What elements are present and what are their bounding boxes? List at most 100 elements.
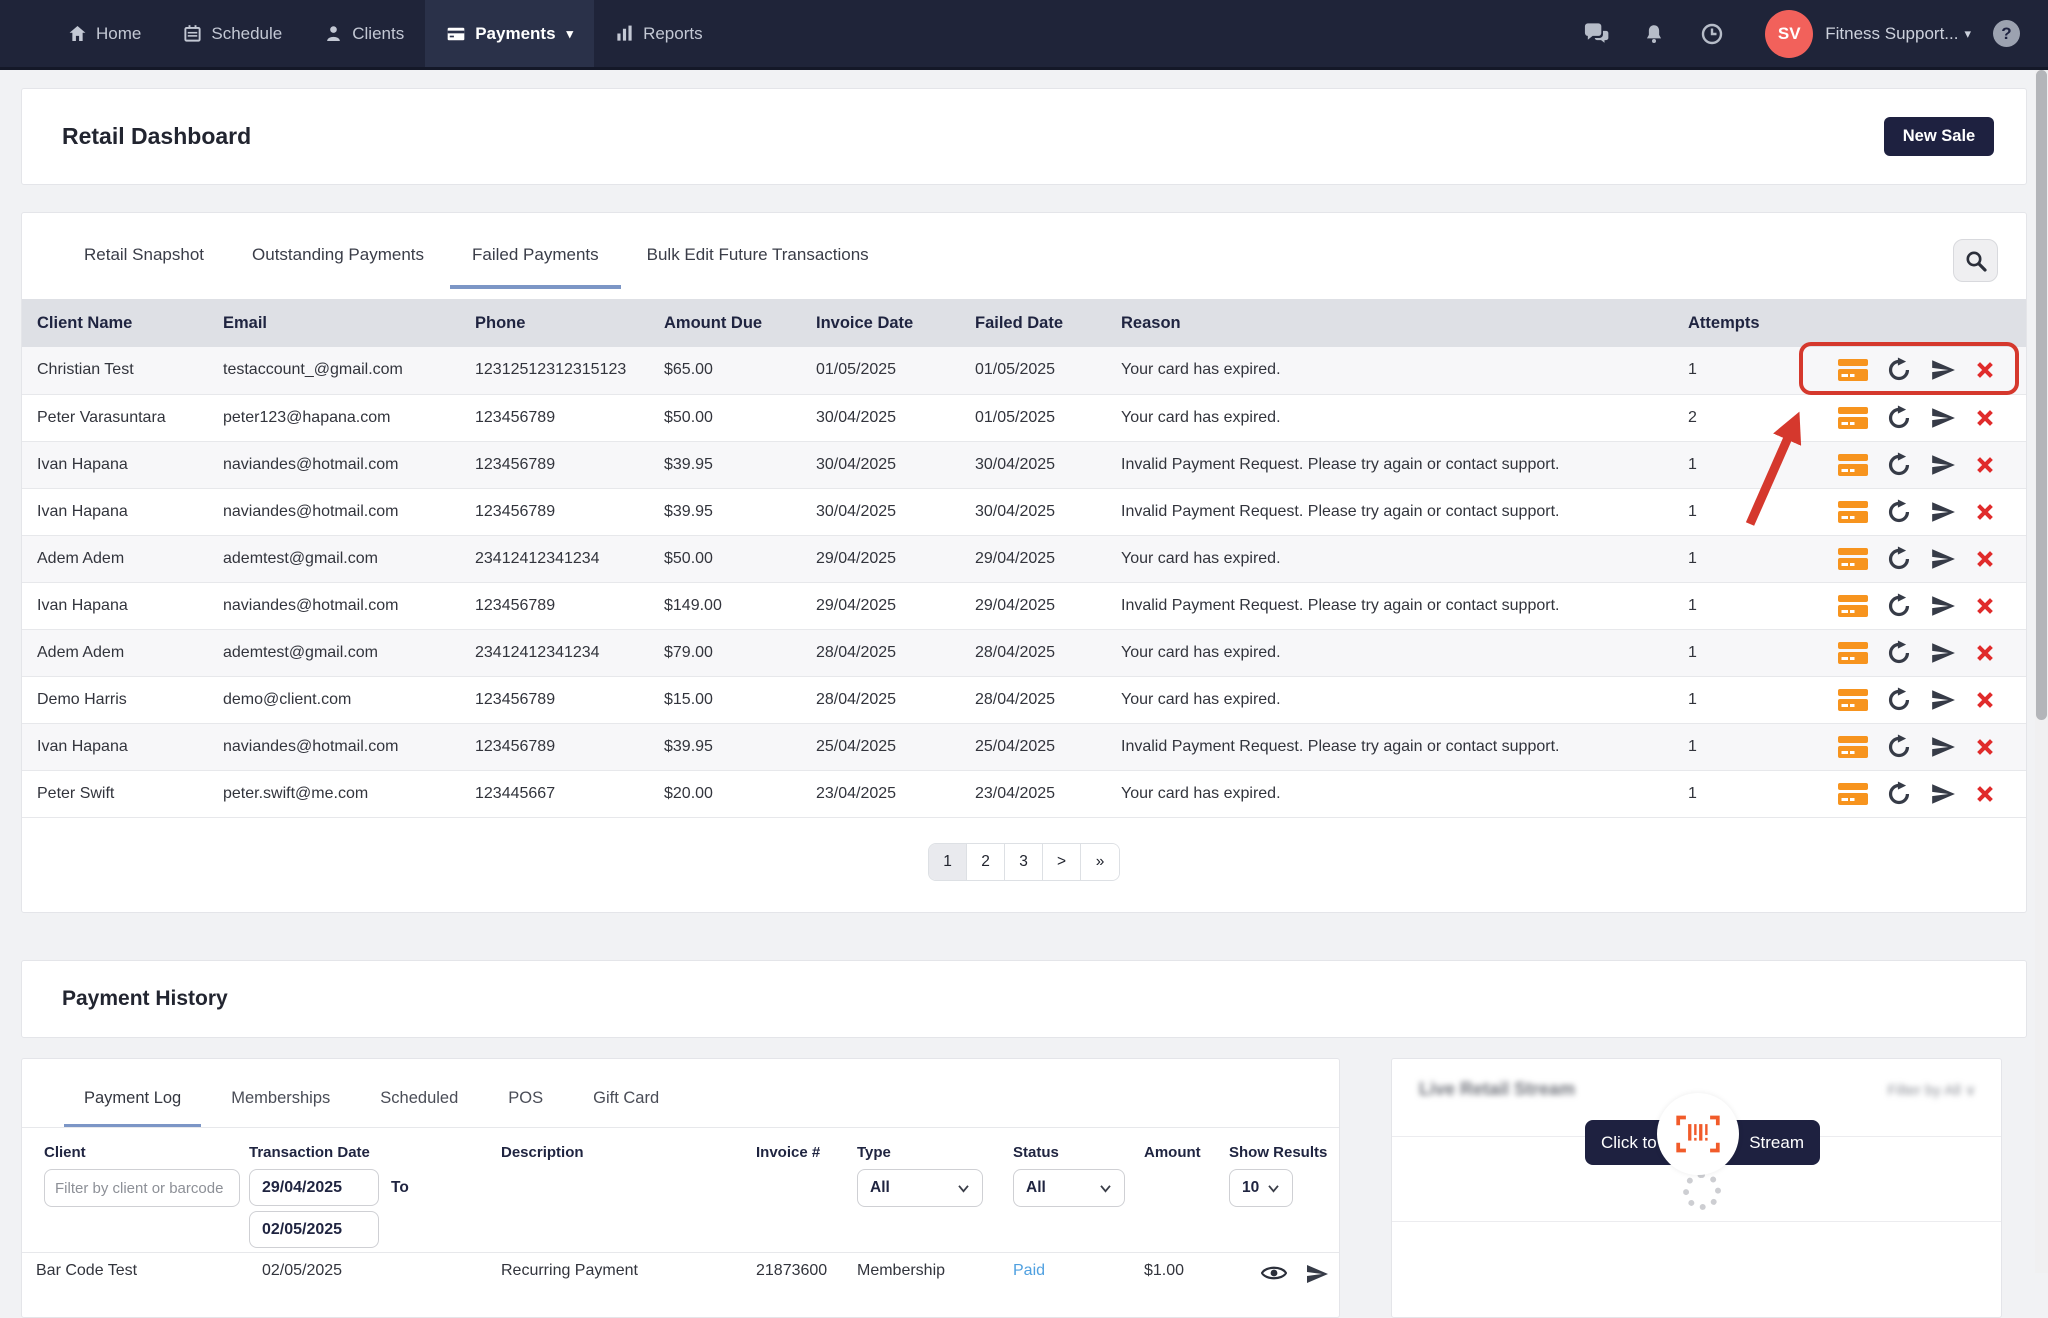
nav-item-clients[interactable]: Clients: [303, 0, 425, 67]
card-icon[interactable]: [1838, 735, 1868, 759]
client-filter-input[interactable]: [44, 1169, 240, 1207]
retry-icon[interactable]: [1886, 640, 1912, 666]
send-icon[interactable]: [1930, 546, 1956, 572]
client-name-cell: Peter Swift: [22, 770, 215, 817]
row-actions: [1830, 582, 2026, 629]
page-button-next[interactable]: >: [1043, 844, 1081, 880]
tab-gift-card[interactable]: Gift Card: [573, 1081, 679, 1127]
scrollbar[interactable]: [2035, 70, 2048, 1273]
type-select[interactable]: All: [857, 1169, 983, 1207]
card-icon[interactable]: [1838, 547, 1868, 571]
search-button[interactable]: [1953, 239, 1998, 282]
attempts-cell: 1: [1680, 723, 1830, 770]
failed-date-cell: 28/04/2025: [967, 629, 1113, 676]
delete-icon[interactable]: [1974, 454, 1996, 476]
retry-icon[interactable]: [1886, 405, 1912, 431]
retry-icon[interactable]: [1886, 452, 1912, 478]
tab-scheduled[interactable]: Scheduled: [360, 1081, 478, 1127]
eye-icon[interactable]: [1261, 1262, 1287, 1284]
retry-icon[interactable]: [1886, 357, 1912, 383]
card-icon[interactable]: [1838, 500, 1868, 524]
delete-icon[interactable]: [1974, 736, 1996, 758]
card-icon[interactable]: [1838, 453, 1868, 477]
chevron-down-icon: ▾: [567, 26, 574, 42]
send-icon[interactable]: [1930, 357, 1956, 383]
user-menu-label[interactable]: Fitness Support...: [1825, 24, 1958, 44]
tab-failed-payments[interactable]: Failed Payments: [450, 239, 621, 289]
page-button-2[interactable]: 2: [967, 844, 1005, 880]
page-button-last[interactable]: »: [1081, 844, 1119, 880]
delete-icon[interactable]: [1974, 359, 1996, 381]
tab-memberships[interactable]: Memberships: [211, 1081, 350, 1127]
show-results-select[interactable]: 10: [1229, 1169, 1293, 1207]
live-stream-filter[interactable]: Filter by All ∨: [1888, 1081, 1977, 1099]
column-header-attempts: Attempts: [1680, 299, 1830, 347]
bell-icon: [1643, 22, 1665, 46]
avatar[interactable]: SV: [1765, 10, 1813, 58]
card-icon[interactable]: [1838, 358, 1868, 382]
delete-icon[interactable]: [1974, 783, 1996, 805]
send-icon[interactable]: [1930, 734, 1956, 760]
retry-icon[interactable]: [1886, 781, 1912, 807]
date-from-input[interactable]: [249, 1169, 379, 1206]
nav-item-reports[interactable]: Reports: [594, 0, 724, 67]
delete-icon[interactable]: [1974, 642, 1996, 664]
tab-pos[interactable]: POS: [488, 1081, 563, 1127]
retry-icon[interactable]: [1886, 499, 1912, 525]
send-icon[interactable]: [1930, 405, 1956, 431]
retry-icon[interactable]: [1886, 734, 1912, 760]
tab-outstanding-payments[interactable]: Outstanding Payments: [230, 239, 446, 289]
card-icon[interactable]: [1838, 782, 1868, 806]
send-icon[interactable]: [1930, 781, 1956, 807]
card-icon[interactable]: [1838, 688, 1868, 712]
tab-payment-log[interactable]: Payment Log: [64, 1081, 201, 1127]
delete-icon[interactable]: [1974, 548, 1996, 570]
barcode-scan-button[interactable]: [1657, 1093, 1739, 1175]
client-name-cell: Ivan Hapana: [22, 441, 215, 488]
retry-icon[interactable]: [1886, 593, 1912, 619]
send-icon[interactable]: [1930, 452, 1956, 478]
email-cell: peter123@hapana.com: [215, 394, 467, 441]
phone-cell: 123456789: [467, 488, 656, 535]
nav-item-home[interactable]: Home: [47, 0, 162, 67]
delete-icon[interactable]: [1974, 595, 1996, 617]
delete-icon[interactable]: [1974, 501, 1996, 523]
send-icon[interactable]: [1305, 1262, 1329, 1286]
tab-bulk-edit[interactable]: Bulk Edit Future Transactions: [625, 239, 891, 289]
delete-icon[interactable]: [1974, 689, 1996, 711]
nav-item-label: Schedule: [211, 24, 282, 44]
card-icon[interactable]: [1838, 594, 1868, 618]
new-sale-button[interactable]: New Sale: [1884, 117, 1994, 156]
tab-retail-snapshot[interactable]: Retail Snapshot: [62, 239, 226, 289]
messages-button[interactable]: [1567, 22, 1625, 46]
nav-item-schedule[interactable]: Schedule: [162, 0, 303, 67]
email-cell: ademtest@gmail.com: [215, 535, 467, 582]
reason-cell: Your card has expired.: [1113, 347, 1680, 394]
send-icon[interactable]: [1930, 687, 1956, 713]
page-button-1[interactable]: 1: [929, 844, 967, 880]
card-icon[interactable]: [1838, 641, 1868, 665]
help-button[interactable]: ?: [1993, 20, 2020, 47]
nav-item-label: Reports: [643, 24, 703, 44]
retry-icon[interactable]: [1886, 687, 1912, 713]
chevron-down-icon[interactable]: ▾: [1964, 26, 1971, 42]
reason-cell: Invalid Payment Request. Please try agai…: [1113, 582, 1680, 629]
table-header-row: Client Name Email Phone Amount Due Invoi…: [22, 299, 2026, 347]
client-name-cell: Adem Adem: [22, 535, 215, 582]
payment-history-card: Payment History: [21, 960, 2027, 1038]
send-icon[interactable]: [1930, 593, 1956, 619]
page-button-3[interactable]: 3: [1005, 844, 1043, 880]
notifications-button[interactable]: [1625, 22, 1683, 46]
send-icon[interactable]: [1930, 640, 1956, 666]
delete-icon[interactable]: [1974, 407, 1996, 429]
attempts-cell: 1: [1680, 676, 1830, 723]
retry-icon[interactable]: [1886, 546, 1912, 572]
card-icon[interactable]: [1838, 406, 1868, 430]
history-button[interactable]: [1683, 22, 1741, 46]
date-to-input[interactable]: [249, 1211, 379, 1248]
status-select[interactable]: All: [1013, 1169, 1125, 1207]
send-icon[interactable]: [1930, 499, 1956, 525]
nav-item-payments[interactable]: Payments ▾: [425, 0, 594, 67]
paid-status-link[interactable]: Paid: [1013, 1262, 1144, 1286]
scrollbar-thumb[interactable]: [2036, 70, 2047, 720]
